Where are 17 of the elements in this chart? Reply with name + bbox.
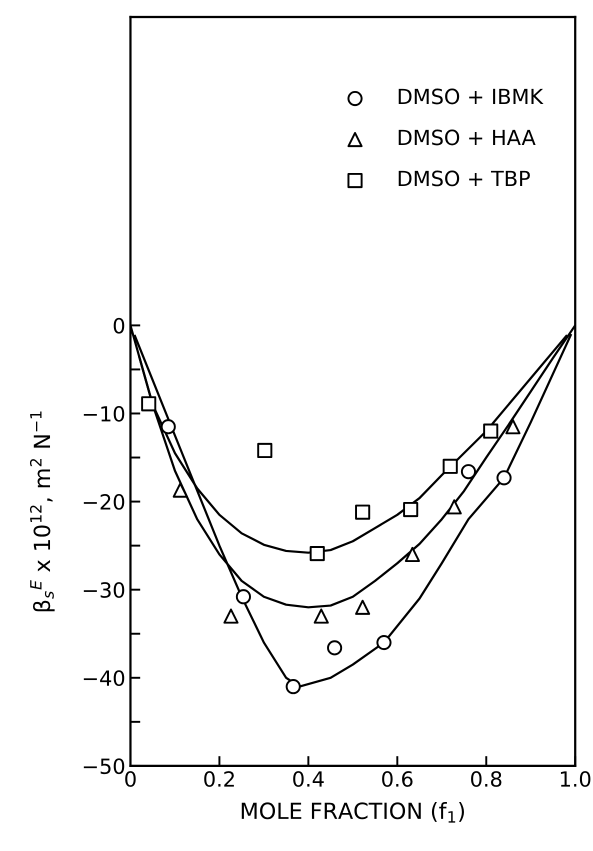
y-tick-label: −30 bbox=[84, 582, 124, 598]
legend-label: DMSO + IBMK bbox=[398, 88, 544, 104]
legend-label: DMSO + HAA bbox=[398, 130, 536, 146]
x-axis-title: MOLE FRACTION (f$_{1}$) bbox=[242, 802, 464, 823]
y-tick-label: −10 bbox=[84, 406, 124, 422]
x-tick-label: 0.8 bbox=[471, 771, 502, 787]
y-tick-label: −40 bbox=[84, 670, 124, 686]
y-tick-label: 0 bbox=[114, 318, 124, 334]
x-tick-label: 0.2 bbox=[204, 771, 234, 787]
x-tick-label: 0 bbox=[125, 771, 136, 787]
y-tick-label: −20 bbox=[84, 494, 124, 510]
text: β$_{s}$$^{E}$ x 10$^{12}$, m$^{2}$ N$^{−1}$ bbox=[30, 411, 55, 612]
y-tick-label: −50 bbox=[84, 758, 124, 774]
x-tick-label: 0.6 bbox=[382, 771, 413, 787]
x-tick-label: 1.0 bbox=[560, 771, 590, 787]
legend-label: DMSO + TBP bbox=[398, 170, 530, 186]
x-tick-label: 0.4 bbox=[293, 771, 324, 787]
